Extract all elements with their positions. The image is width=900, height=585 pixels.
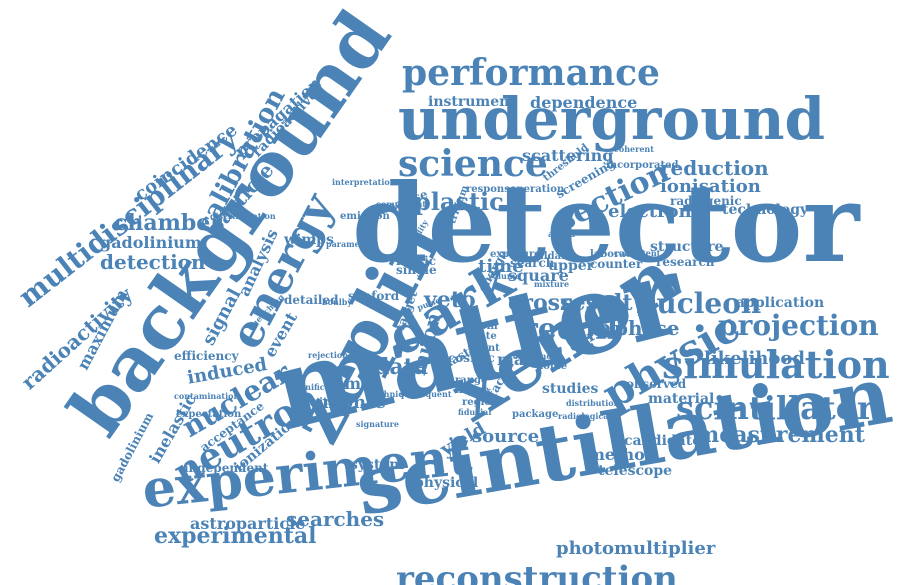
word-photomultiplier: photomultiplier (556, 538, 716, 559)
word-performance: performance (402, 52, 660, 94)
word-parameter: parameter (326, 239, 373, 249)
word-experimental: experimental (154, 523, 317, 549)
word-mas: mas (497, 350, 534, 369)
word-upper: upper (548, 258, 595, 274)
word-scattering: scattering (522, 146, 614, 165)
word-simulation: simulation (662, 342, 890, 387)
word-operation: operation (510, 184, 565, 195)
word-counter: counter (590, 257, 643, 271)
word-physical: physical (414, 475, 479, 491)
word-phase: phase (614, 316, 680, 340)
word-scintillator: scintillator (676, 389, 874, 427)
word-cosmic: cosmic (448, 351, 495, 365)
word-reduction: reduction (660, 156, 769, 180)
word-ildark: ildark (540, 251, 574, 262)
word-rejection: rejection (308, 350, 349, 360)
word-radiogenic: radiogenic (670, 194, 742, 208)
word-detailed: detailed (284, 293, 339, 307)
word-limit: limit (332, 374, 375, 393)
word-measurement: measurement (696, 422, 865, 448)
word-exposure: exposure (490, 249, 541, 260)
word-radiological: radiological (558, 411, 612, 421)
word-nucleon: nucleon (636, 287, 762, 320)
word-square: square (508, 266, 569, 285)
word-data: data (374, 354, 429, 380)
word-search: search (510, 256, 555, 270)
word-significant: significant (292, 382, 340, 392)
word-structure: structure (650, 239, 724, 255)
word-veto: veto (424, 287, 476, 313)
word-range: range (455, 375, 488, 386)
word-technology: technology (722, 202, 809, 218)
word-ionisation: ionisation (660, 176, 761, 197)
word-astroparticle: astroparticle (190, 514, 306, 533)
word-discrimination: discrimination (210, 211, 276, 221)
word-system: system (350, 457, 405, 473)
word-noble: noble (536, 361, 568, 372)
word-position: position (300, 397, 346, 408)
word-sanford: sanford (348, 289, 400, 303)
word-underground: underground (398, 85, 826, 153)
word-source: source (472, 426, 540, 447)
word-searches: searches (286, 507, 385, 531)
word-candidate: candidate (624, 433, 702, 449)
word-method: method (588, 445, 656, 464)
word-incorporated: incorporated (606, 160, 679, 171)
word-single: single (396, 263, 437, 277)
word-independent: independent (184, 461, 269, 475)
word-likelihood: likelihood (704, 348, 805, 369)
word-rate: rate (474, 331, 497, 342)
word-geant: geant (468, 343, 500, 354)
word-music: music (396, 254, 437, 268)
word-gadolinium: gadolinium (100, 233, 202, 252)
word-research: research (656, 255, 715, 269)
word-wimps: wimps (284, 232, 334, 248)
word-consistent: consistent (614, 248, 661, 258)
word-chamber: chamber (114, 210, 222, 236)
word-recoil: recoil (522, 312, 618, 347)
word-efficiency: efficiency (174, 349, 239, 363)
word-boulby: boulby (322, 297, 353, 307)
word-time: time (478, 256, 524, 277)
word-electron: electron (608, 201, 692, 222)
word-component: component (376, 199, 427, 209)
word-instrument: instrument (428, 94, 516, 110)
word-expectation: expectation (176, 409, 242, 420)
word-laboratory: laboratory (590, 249, 649, 260)
word-coherent: coherent (614, 144, 654, 154)
word-mixture: mixture (534, 279, 570, 289)
word-application: application (736, 295, 825, 311)
word-plastic: plastic (414, 187, 504, 216)
word-reconstruction: reconstruction (396, 559, 678, 585)
word-material: material (648, 391, 715, 407)
word-region: region (462, 397, 499, 408)
word-telescope: telescope (598, 463, 673, 479)
word-confidence: confidence (508, 351, 557, 361)
word-signature: signature (356, 419, 399, 429)
word-response: response (466, 184, 517, 195)
word-contamination: contamination (174, 391, 240, 401)
word-projection: projection (718, 309, 879, 342)
word-detection: detection (100, 250, 206, 274)
word-interpretation: interpretation (332, 177, 396, 187)
word-added: added (548, 229, 576, 239)
word-image: image (455, 385, 490, 396)
word-emission: emission (340, 211, 390, 222)
word-science: science (398, 143, 548, 185)
word-technique: technique (370, 389, 415, 399)
word-package: package (512, 409, 559, 420)
word-subsequent: subsequent (400, 389, 452, 399)
word-result: result (560, 290, 633, 316)
word-distribution: distribution (566, 398, 620, 408)
word-cross: cross (508, 290, 573, 316)
word-fiducial: fiducial (458, 407, 492, 417)
word-observed: observed (626, 377, 687, 391)
word-dependence: dependence (530, 93, 638, 112)
word-volume: volume (488, 271, 521, 281)
word-detector: detector (352, 161, 860, 287)
word-spin: spin (474, 321, 498, 332)
word-monte: monte (322, 392, 386, 413)
word-studies: studies (542, 381, 599, 397)
